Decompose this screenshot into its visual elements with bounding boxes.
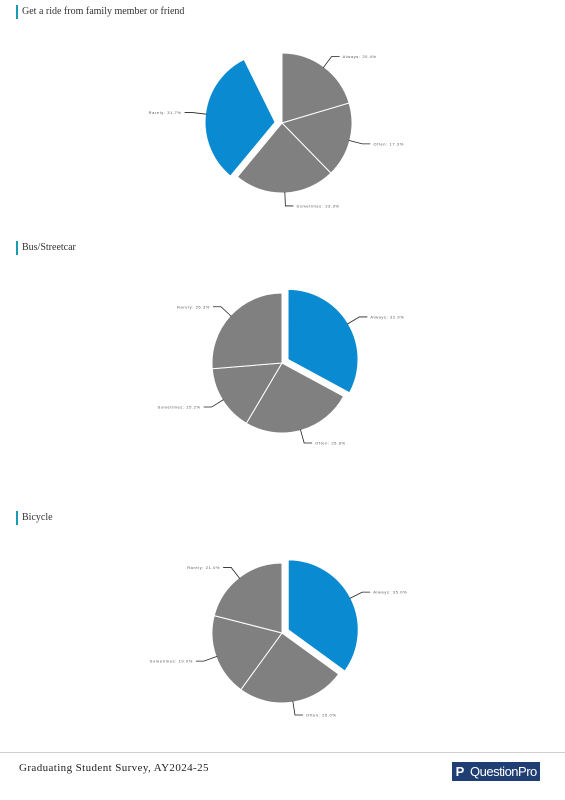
bus-pie-chart: Always: 32.9% Often: 25.6% Sometimes: 15.2…: [157, 288, 404, 445]
leader-line: [349, 591, 371, 599]
slice-label: Often: 17.3%: [373, 141, 404, 146]
leader-line: [347, 316, 368, 325]
slice-label: Sometimes: 19.0%: [150, 659, 193, 664]
leader-line: [348, 139, 371, 145]
questionpro-logo-text: QuestionPro: [468, 762, 540, 781]
leader-line: [184, 112, 207, 115]
slice-label: Sometimes: 15.2%: [157, 405, 200, 410]
slice-label: Always: 20.4%: [343, 54, 377, 59]
section-title-bicycle: Bicycle: [16, 511, 53, 525]
slice-label: Always: 35.0%: [373, 590, 407, 595]
ride-pie-chart: Always: 20.4% Often: 17.3% Sometimes: 23.3…: [149, 52, 404, 208]
questionpro-logo-mark: P: [452, 762, 468, 781]
leader-line: [322, 56, 340, 68]
leader-line: [212, 306, 232, 317]
leader-line: [203, 399, 224, 408]
slice-label: Often: 25.6%: [315, 440, 346, 445]
pie-slice: [211, 292, 283, 370]
slice-label: Always: 32.9%: [370, 314, 404, 319]
slice-label: Rarely: 31.7%: [149, 110, 182, 115]
questionpro-logo: P QuestionPro: [452, 762, 540, 781]
leader-line: [223, 567, 241, 579]
leader-line: [300, 429, 313, 444]
section-title-bus: Bus/Streetcar: [16, 241, 76, 255]
leader-line: [195, 655, 218, 662]
section-title-ride: Get a ride from family member or friend: [16, 5, 184, 19]
slice-label: Rarely: 21.0%: [187, 565, 220, 570]
slice-label: Often: 25.0%: [306, 712, 337, 717]
leader-line: [292, 701, 303, 716]
footer-divider: [0, 752, 565, 753]
bicycle-pie-chart: Always: 35.0% Often: 25.0% Sometimes: 19.0…: [150, 559, 407, 717]
footer-survey-title: Graduating Student Survey, AY2024-25: [19, 762, 209, 774]
slice-label: Rarely: 26.3%: [177, 304, 210, 309]
leader-line: [284, 191, 294, 207]
slice-label: Sometimes: 23.3%: [296, 203, 339, 208]
